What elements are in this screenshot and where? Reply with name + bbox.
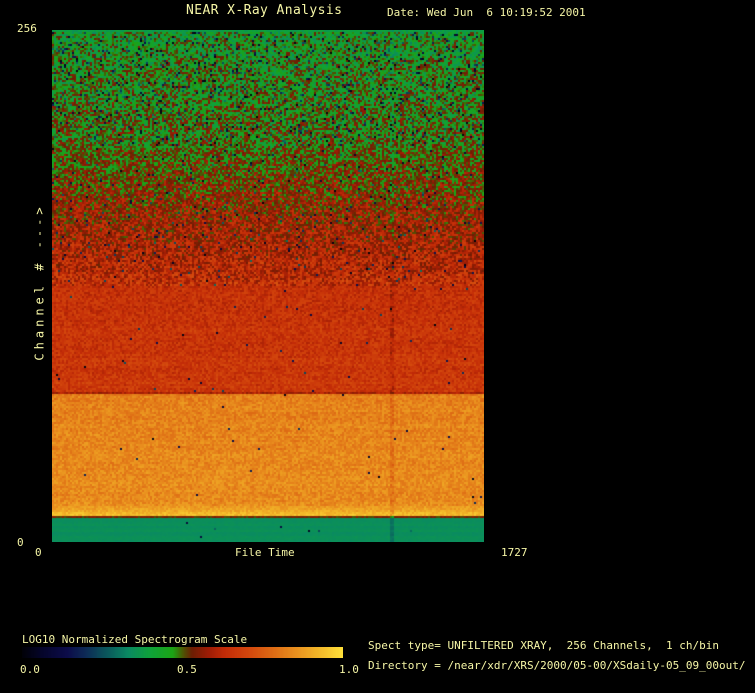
colorbar-title: LOG10 Normalized Spectrogram Scale bbox=[22, 633, 248, 646]
x-axis-max-tick: 1727 bbox=[501, 546, 528, 559]
date-label: Date: Wed Jun 6 10:19:52 2001 bbox=[387, 6, 586, 19]
colorbar-tick-max: 1.0 bbox=[339, 663, 359, 676]
page-title: NEAR X-Ray Analysis bbox=[186, 3, 343, 18]
x-axis-label: File Time bbox=[235, 546, 295, 559]
colorbar-tick-min: 0.0 bbox=[20, 663, 40, 676]
directory-line: Directory = /near/xdr/XRS/2000/05-00/XSd… bbox=[368, 659, 746, 672]
colorbar-canvas bbox=[22, 647, 343, 658]
y-axis-label: Channel # ---> bbox=[32, 203, 47, 361]
y-axis-min-tick: 0 bbox=[17, 536, 24, 549]
spect-type-line: Spect type= UNFILTERED XRAY, 256 Channel… bbox=[368, 639, 719, 652]
x-axis-min-tick: 0 bbox=[35, 546, 42, 559]
spectrogram-canvas bbox=[52, 30, 484, 542]
colorbar-tick-mid: 0.5 bbox=[177, 663, 197, 676]
y-axis-max-tick: 256 bbox=[17, 22, 37, 35]
